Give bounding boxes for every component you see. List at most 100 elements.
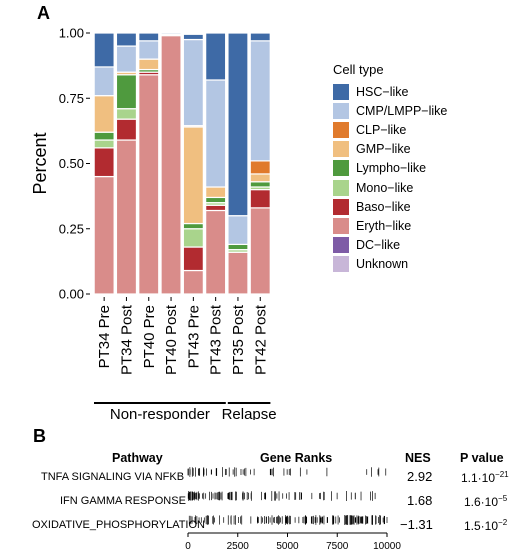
bar-segment: [227, 215, 249, 246]
legend-item: Baso−like: [333, 197, 447, 216]
legend-label: Eryth−like: [356, 218, 412, 233]
bar-segment: [227, 251, 249, 295]
group-label: Non-responder: [110, 406, 210, 420]
x-tick-label: PT40 Pre: [141, 305, 158, 368]
bar-segment: [182, 228, 204, 248]
legend-label: HSC−like: [356, 84, 409, 99]
legend-swatch: [333, 237, 349, 254]
bar-segment: [93, 95, 115, 133]
x-tick-label: PT42 Post: [252, 304, 269, 375]
legend-swatch: [333, 83, 349, 100]
bar-segment: [182, 269, 204, 295]
legend-swatch: [333, 102, 349, 119]
legend-swatch: [333, 198, 349, 215]
bar-segment: [93, 131, 115, 141]
legend-swatch: [333, 141, 349, 158]
bar-segment: [249, 160, 271, 175]
legend-item: CMP/LMPP−like: [333, 101, 447, 120]
x-tick-label: PT40 Post: [163, 304, 180, 375]
legend-label: CMP/LMPP−like: [356, 103, 448, 118]
rank-tick-label: 2500: [227, 541, 250, 552]
x-tick-label: PT43 Post: [208, 304, 225, 375]
legend-label: Lympho−like: [356, 161, 427, 176]
bar-segment: [249, 207, 271, 295]
panel-b-label: B: [33, 426, 46, 446]
bar-segment: [227, 243, 249, 251]
pathway-row-2: IFN GAMMA RESPONSE: [60, 495, 186, 507]
x-tick-label: PT34 Pre: [96, 305, 113, 368]
bar-segment: [115, 74, 138, 110]
group-label: Relapse: [222, 406, 277, 420]
bar-segment: [115, 45, 138, 73]
bar-segment: [115, 118, 138, 141]
rank-tick-label: 10000: [373, 541, 401, 552]
nes-row-3: −1.31: [400, 517, 433, 532]
legend-item: DC−like: [333, 236, 447, 255]
legend-item: Eryth−like: [333, 216, 447, 235]
bar-segment: [160, 35, 182, 295]
legend-item: HSC−like: [333, 82, 447, 101]
y-tick-label: 0.50: [59, 156, 84, 171]
bar-segment: [205, 79, 227, 188]
bar-segment: [227, 32, 249, 217]
rank-tick-label: 7500: [326, 541, 349, 552]
bar-segment: [182, 126, 204, 225]
legend-label: GMP−like: [356, 142, 411, 157]
bar-segment: [115, 139, 138, 295]
bar-segment: [138, 74, 160, 295]
bar-segment: [182, 33, 204, 41]
legend-swatch: [333, 160, 349, 177]
bar-segment: [205, 204, 227, 212]
legend-label: Unknown: [356, 257, 409, 272]
stacked-bar-chart: 0.00 0.25 0.50 0.75 1.00 Percent PT34 Pre PT34 …: [30, 26, 277, 421]
legend-item: Unknown: [333, 255, 447, 274]
bar-segment: [93, 147, 115, 178]
legend: HSC−like CMP/LMPP−like CLP−like GMP−like Lym…: [333, 82, 447, 274]
bar-segment: [182, 222, 204, 230]
y-axis-label: Percent: [30, 132, 50, 194]
pathway-row-1: TNFA SIGNALING VIA NFKB: [41, 471, 185, 483]
x-tick-label: PT35 Post: [230, 304, 247, 375]
bar-segment: [93, 139, 115, 149]
legend-swatch: [333, 256, 349, 273]
bar-segment: [93, 175, 115, 295]
x-tick-label: PT43 Pre: [185, 305, 202, 368]
bar-segment: [205, 196, 227, 204]
legend-title: Cell type: [333, 62, 384, 77]
bar-segment: [205, 32, 227, 81]
bar-segment: [115, 108, 138, 120]
nes-row-1: 2.92: [407, 469, 433, 484]
bar-segment: [93, 66, 115, 97]
bar-segment: [249, 189, 271, 209]
bar-segment: [249, 32, 271, 42]
y-tick-label: 0.75: [59, 91, 84, 106]
bar-segment: [182, 38, 204, 127]
rank-tick-label: 5000: [276, 541, 299, 552]
bar-segment: [115, 32, 138, 47]
legend-item: Mono−like: [333, 178, 447, 197]
legend-label: DC−like: [356, 238, 401, 253]
gene-rank-barcodes: 0 2500 5000 7500 10000: [185, 467, 401, 552]
legend-swatch: [333, 121, 349, 138]
panel-a-label: A: [37, 3, 50, 23]
y-tick-label: 1.00: [59, 26, 84, 41]
pathway-row-3: OXIDATIVE_PHOSPHORYLATION: [32, 519, 205, 531]
header-p-value: P value: [460, 451, 504, 465]
legend-label: Mono−like: [356, 180, 414, 195]
legend-swatch: [333, 179, 349, 196]
pvalue-row-3: 1.5·10−2: [464, 518, 508, 533]
header-nes: NES: [405, 451, 431, 465]
legend-swatch: [333, 217, 349, 234]
legend-item: CLP−like: [333, 120, 447, 139]
bar-segment: [138, 32, 160, 42]
bar-segment: [249, 40, 271, 162]
y-tick-label: 0.25: [59, 221, 84, 236]
rank-tick-label: 0: [185, 541, 191, 552]
bar-segment: [182, 246, 204, 272]
legend-label: CLP−like: [356, 122, 407, 137]
bar-segment: [138, 40, 160, 60]
header-pathway: Pathway: [112, 451, 163, 465]
nes-row-2: 1.68: [407, 493, 433, 508]
bar-segment: [138, 58, 160, 71]
bar-segment: [93, 32, 115, 68]
